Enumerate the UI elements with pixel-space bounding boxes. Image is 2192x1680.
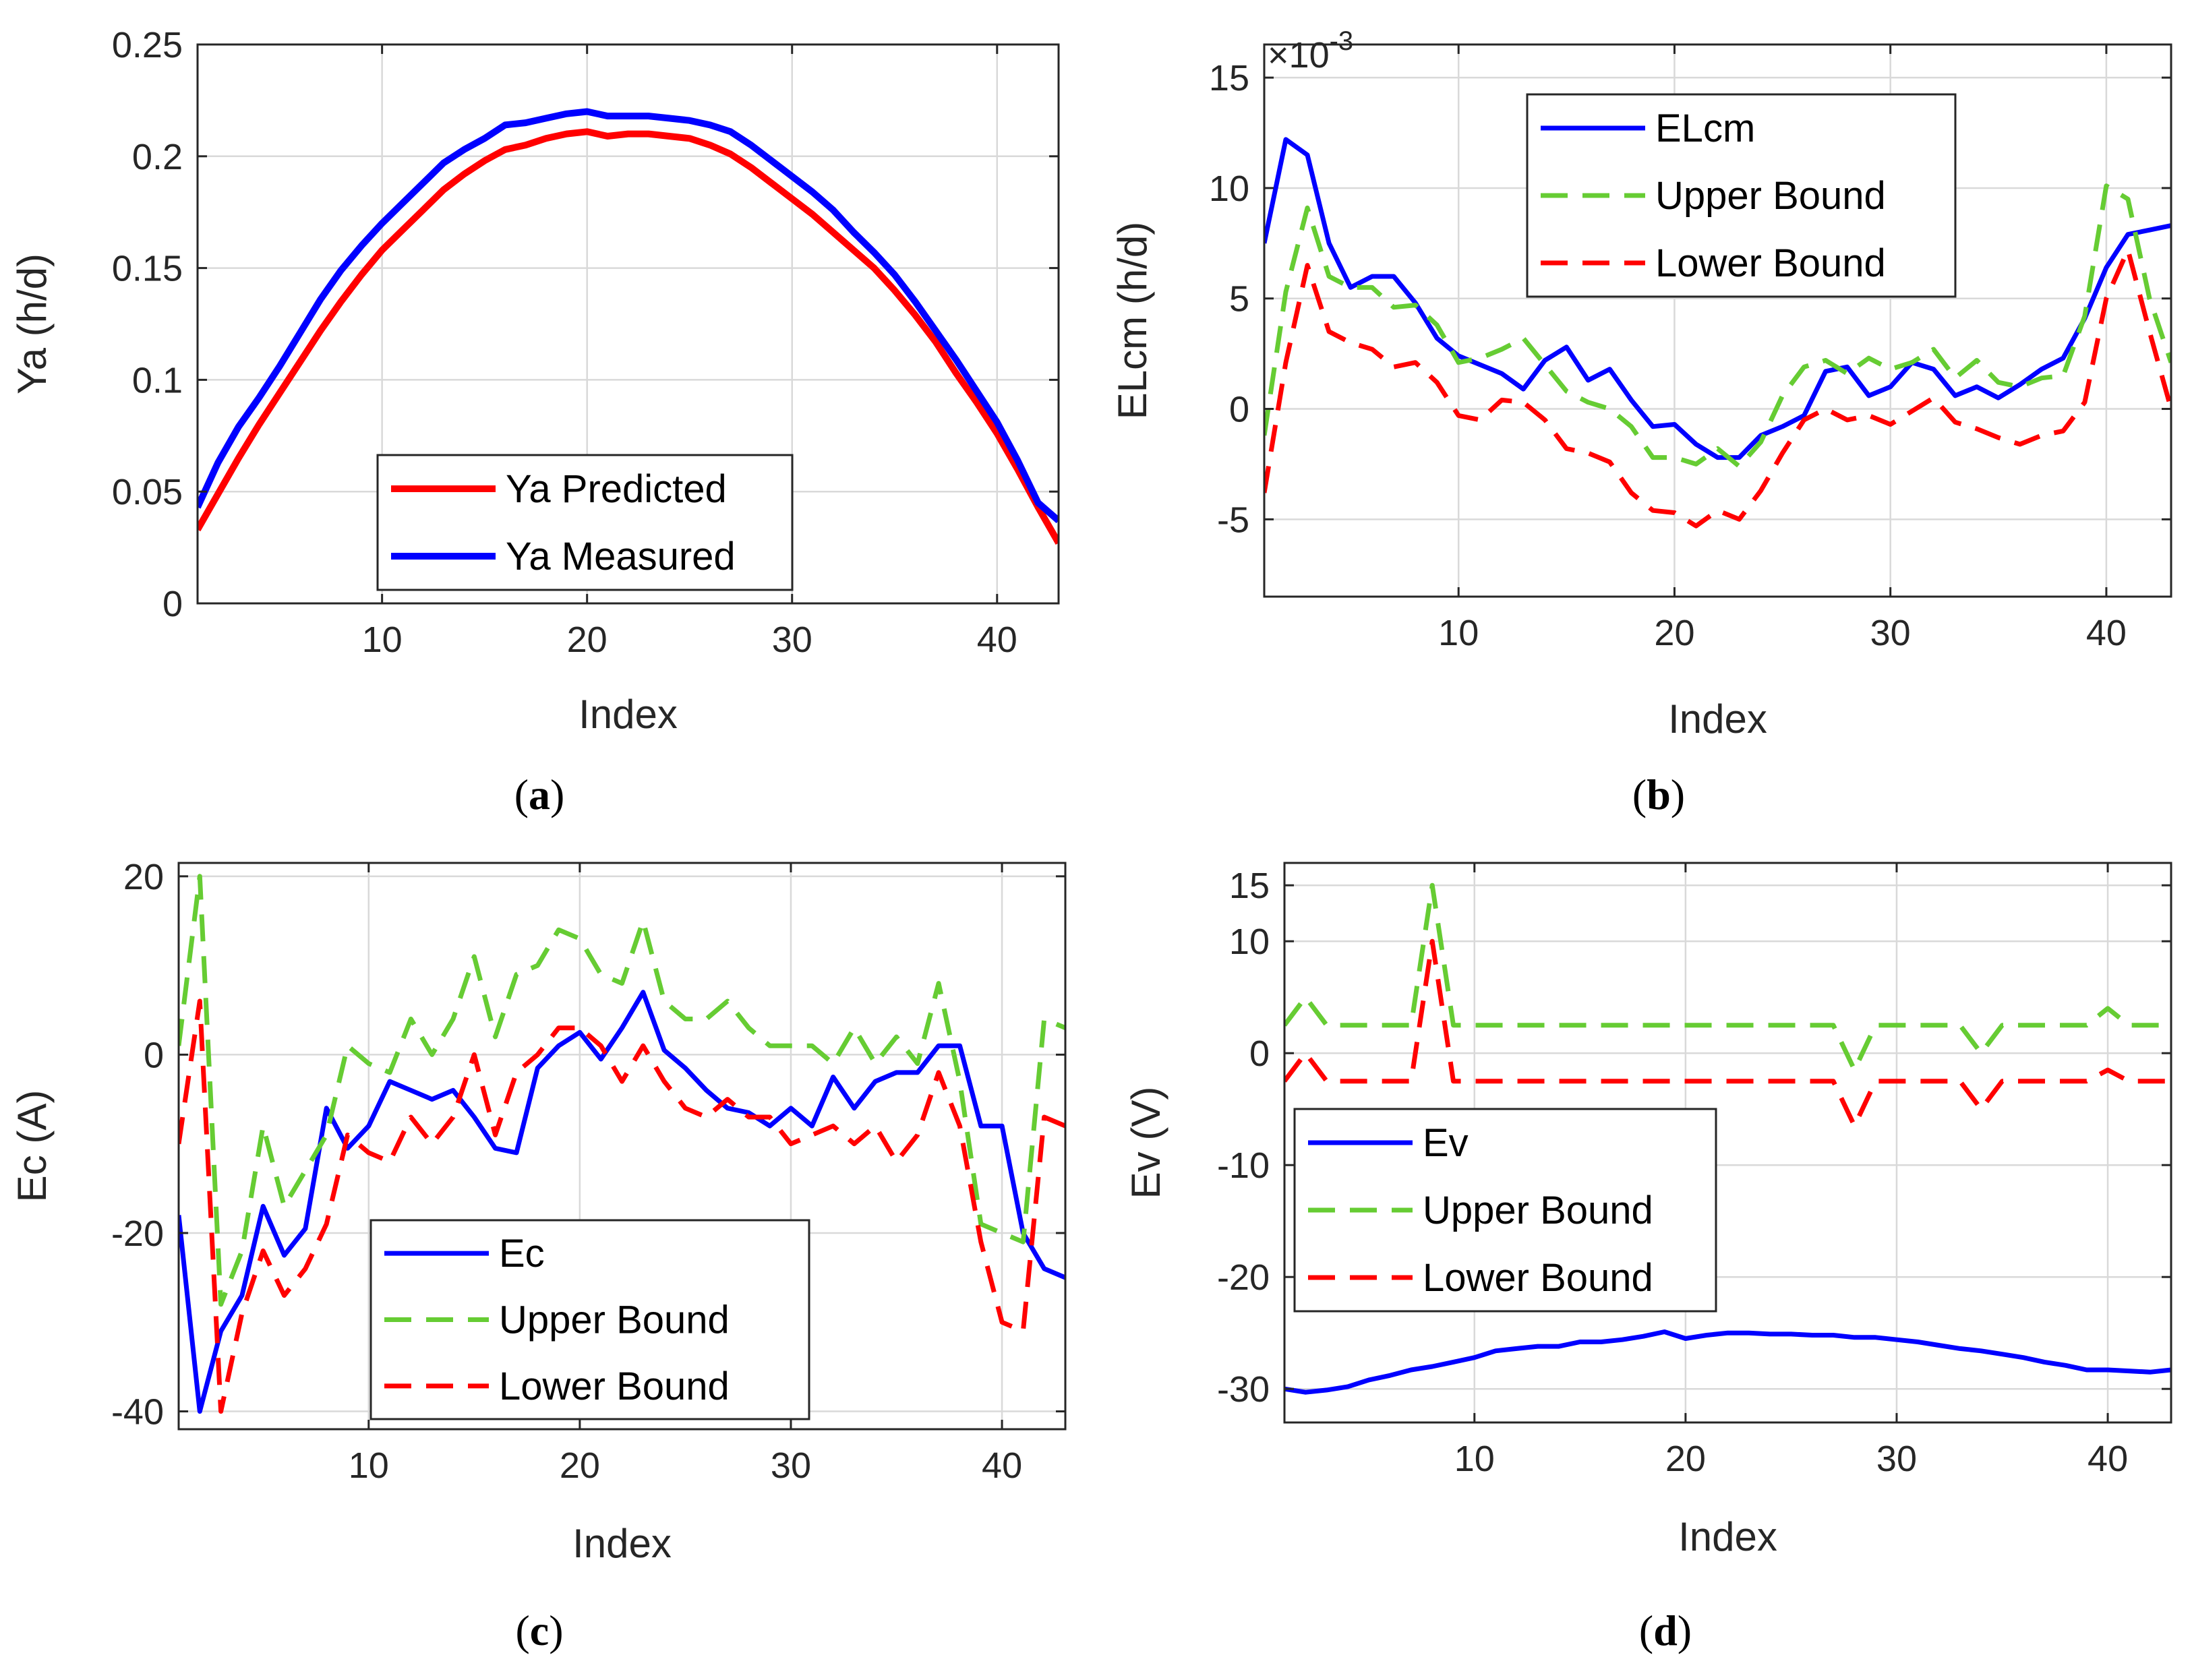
x-tick-label: 10	[1438, 613, 1479, 653]
x-tick-label: 30	[1876, 1439, 1917, 1479]
series-group	[1284, 882, 2171, 1395]
x-axis-label: Index	[572, 1521, 672, 1566]
x-axis-label: Index	[1668, 696, 1767, 742]
y-axis-label: Ev (V)	[1123, 1087, 1168, 1199]
legend-label: ELcm	[1655, 107, 1755, 150]
y-tick-label: 20	[123, 857, 164, 897]
series-line-lower-bound	[1264, 247, 2171, 529]
series-line-ev	[1284, 1329, 2171, 1395]
panel-caption: (d)	[1639, 1607, 1692, 1654]
y-tick-label: 0	[162, 584, 183, 624]
axes-box	[177, 862, 1067, 1431]
legend-label: Lower Bound	[499, 1364, 730, 1408]
series-group	[179, 874, 1065, 1414]
series-group	[198, 108, 1059, 545]
x-tick-label: 20	[560, 1445, 600, 1486]
chart-panel-a: 10 20 30 40 0 0.05 0.1 0.15 0.2 0.25 Index Ya (h/d)…	[9, 25, 1060, 818]
legend-label: Ec	[499, 1232, 545, 1276]
x-axis-label: Index	[1678, 1514, 1777, 1559]
chart-panel-b: 10 20 30 40 -5 0 5 10 15 ×10-3 Index ELcm (h/d) ELcm…	[1110, 26, 2172, 818]
series-line-ec	[179, 990, 1065, 1414]
series-line-upper-bound	[1284, 882, 2171, 1073]
x-tick-label: 10	[1454, 1439, 1495, 1479]
y-tick-label: 10	[1209, 169, 1249, 209]
chart-panel-d: 10 20 30 40 -30 -20 -10 0 10 15 Index Ev (V) Ev Upper…	[1123, 862, 2172, 1654]
legend: ELcm Upper Bound Lower Bound	[1526, 93, 1957, 298]
legend-label: Upper Bound	[499, 1298, 730, 1342]
x-tick-label: 20	[1665, 1439, 1706, 1479]
panel-caption: (b)	[1632, 771, 1685, 818]
series-line-upper-bound	[1264, 183, 2171, 469]
panel-caption: (a)	[514, 771, 565, 818]
legend: Ya Predicted Ya Measured	[376, 454, 794, 591]
series-group	[1264, 137, 2171, 529]
x-tick-label: 20	[1654, 613, 1694, 653]
series-line-upper-bound	[179, 874, 1065, 1307]
x-tick-label: 40	[982, 1445, 1022, 1486]
legend: Ev Upper Bound Lower Bound	[1293, 1108, 1717, 1313]
legend-label: Upper Bound	[1423, 1189, 1653, 1232]
y-tick-label: -20	[111, 1213, 164, 1254]
y-tick-label: 0	[144, 1035, 164, 1075]
y-tick-label: 15	[1209, 58, 1249, 98]
y-axis-label: Ec (A)	[9, 1090, 55, 1203]
y-axis-label: Ya (h/d)	[9, 253, 55, 394]
legend-box	[376, 454, 794, 591]
x-tick-label: 10	[349, 1445, 389, 1486]
y-tick-label: 10	[1229, 922, 1270, 962]
series-line-ya-predicted	[198, 128, 1059, 545]
x-tick-label: 40	[2087, 1439, 2128, 1479]
y-tick-label: 5	[1229, 279, 1249, 320]
legend-label: Lower Bound	[1655, 241, 1886, 285]
series-line-lower-bound	[179, 998, 1065, 1414]
axes-box	[1263, 43, 2172, 598]
x-tick-label: 30	[1870, 613, 1911, 653]
y-tick-label: 0.1	[132, 360, 183, 400]
x-tick-label: 40	[2086, 613, 2127, 653]
y-tick-label: -40	[111, 1392, 164, 1433]
y-tick-label: -30	[1217, 1369, 1270, 1410]
legend-label: Ev	[1423, 1121, 1469, 1165]
x-tick-label: 20	[567, 620, 608, 660]
series-line-ya-measured	[198, 108, 1059, 524]
axes-box	[196, 43, 1060, 605]
axes-box	[1283, 862, 2172, 1424]
x-tick-label: 30	[772, 620, 812, 660]
legend-label: Upper Bound	[1655, 174, 1886, 218]
y-axis-label: ELcm (h/d)	[1110, 222, 1155, 419]
panel-caption: (c)	[515, 1607, 563, 1654]
y-tick-label: -10	[1217, 1145, 1270, 1186]
y-tick-label: 0	[1249, 1033, 1270, 1074]
y-tick-label: 0.15	[112, 249, 183, 289]
y-axis-exponent: ×10-3	[1268, 26, 1353, 76]
y-tick-label: -20	[1217, 1257, 1270, 1298]
y-tick-label: -5	[1217, 500, 1249, 540]
y-tick-label: 0.05	[112, 472, 183, 512]
x-tick-label: 10	[362, 620, 403, 660]
chart-panel-c: 10 20 30 40 -40 -20 0 20 Index Ec (A) Ec Upper Boun…	[9, 857, 1067, 1654]
x-tick-label: 30	[771, 1445, 811, 1486]
legend-label: Ya Predicted	[506, 467, 727, 511]
y-tick-label: 15	[1229, 866, 1270, 906]
x-tick-label: 40	[977, 620, 1017, 660]
series-line-lower-bound	[1284, 938, 2171, 1129]
panels: 10 20 30 40 0 0.05 0.1 0.15 0.2 0.25 Index Ya (h/d)…	[9, 25, 2172, 1654]
x-axis-label: Index	[579, 692, 678, 737]
y-tick-label: 0.25	[112, 25, 183, 65]
y-tick-label: 0.2	[132, 137, 183, 177]
legend: Ec Upper Bound Lower Bound	[369, 1219, 810, 1420]
legend-label: Lower Bound	[1423, 1256, 1653, 1300]
legend-label: Ya Measured	[506, 535, 736, 578]
y-tick-label: 0	[1229, 390, 1249, 430]
